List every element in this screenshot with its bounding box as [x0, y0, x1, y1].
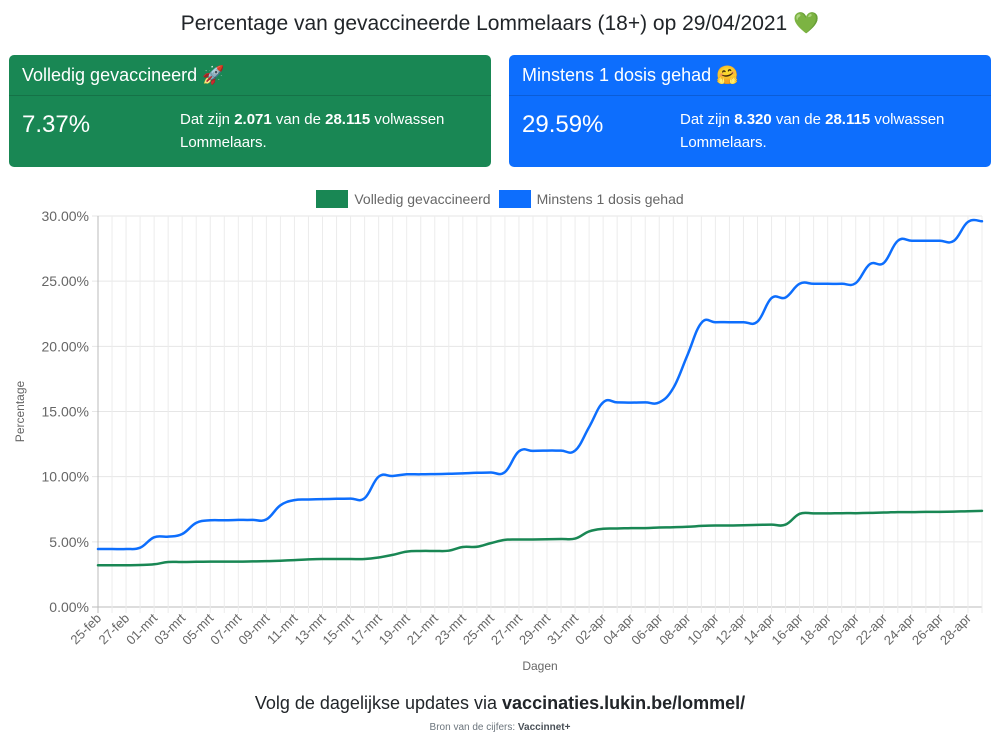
card-body: 7.37% Dat zijn 2.071 van de 28.115 volwa… [9, 96, 491, 167]
card-header-label: Volledig gevaccineerd [22, 64, 198, 85]
x-axis-title: Dagen [522, 659, 557, 673]
card-text-prefix: Dat zijn [180, 111, 235, 128]
first-dose-description: Dat zijn 8.320 van de 28.115 volwassen L… [680, 108, 980, 154]
updates-link[interactable]: vaccinaties.lukin.be/lommel/ [502, 693, 746, 713]
card-body: 29.59% Dat zijn 8.320 van de 28.115 volw… [509, 96, 991, 167]
rocket-icon: 🚀 [202, 64, 225, 85]
green-heart-icon: 💚 [793, 12, 820, 35]
series-line-first-dose [96, 218, 984, 551]
adult-total: 28.115 [825, 111, 871, 128]
source-name: Vaccinnet+ [517, 722, 571, 733]
page-title: Percentage van gevaccineerde Lommelaars … [0, 12, 1000, 36]
x-tick-label: 28-apr [937, 610, 975, 648]
card-header-label: Minstens 1 dosis gehad [522, 64, 712, 85]
legend-label: Volledig gevaccineerd [354, 191, 491, 207]
footer-source: Bron van de cijfers: Vaccinnet+ [0, 722, 1000, 733]
first-dose-percentage: 29.59% [522, 111, 604, 138]
first-dose-count: 8.320 [734, 111, 772, 128]
x-tick-label: 09-mrt [235, 610, 272, 647]
card-text-suffix: volwassen Lommelaars. [680, 111, 945, 151]
page-title-text: Percentage van gevaccineerde Lommelaars … [180, 12, 788, 35]
legend-swatch-green [316, 190, 349, 208]
y-tick-label: 5.00% [49, 534, 89, 550]
card-text-mid: van de [771, 111, 826, 128]
card-header: Volledig gevaccineerd 🚀 [9, 55, 491, 96]
hugging-face-icon: 🤗 [716, 64, 739, 85]
y-tick-label: 0.00% [49, 599, 89, 615]
y-tick-label: 10.00% [42, 469, 89, 485]
card-text-mid: van de [271, 111, 326, 128]
card-first-dose: Minstens 1 dosis gehad 🤗 29.59% Dat zijn… [509, 55, 991, 167]
x-tick-label: 25-feb [67, 611, 104, 648]
y-tick-label: 25.00% [42, 273, 89, 289]
chart-legend: Volledig gevaccineerd Minstens 1 dosis g… [0, 190, 1000, 208]
y-tick-label: 30.00% [42, 208, 89, 224]
y-tick-label: 20.00% [42, 338, 89, 354]
series-line-fully-vaccinated [96, 509, 984, 567]
fully-vaccinated-count: 2.071 [234, 111, 272, 128]
card-text-prefix: Dat zijn [680, 111, 735, 128]
adult-total: 28.115 [325, 111, 371, 128]
legend-item-fully-vaccinated[interactable]: Volledig gevaccineerd [316, 190, 491, 208]
fully-vaccinated-percentage: 7.37% [22, 111, 91, 138]
vaccination-line-chart: 0.00% 5.00% 10.00% 15.00% 20.00% 25.00% 30.00%… [13, 208, 984, 673]
legend-item-first-dose[interactable]: Minstens 1 dosis gehad [498, 190, 684, 208]
footer-updates: Volg de dagelijkse updates via vaccinati… [0, 693, 1000, 714]
fully-vaccinated-description: Dat zijn 2.071 van de 28.115 volwassen L… [180, 108, 480, 154]
legend-label: Minstens 1 dosis gehad [536, 191, 684, 207]
legend-swatch-blue [498, 190, 531, 208]
card-header: Minstens 1 dosis gehad 🤗 [509, 55, 991, 96]
y-axis-title: Percentage [13, 380, 27, 442]
source-label: Bron van de cijfers: [429, 722, 518, 733]
y-tick-label: 15.00% [42, 404, 89, 420]
card-fully-vaccinated: Volledig gevaccineerd 🚀 7.37% Dat zijn 2… [9, 55, 491, 167]
footer-text: Volg de dagelijkse updates via [254, 693, 503, 713]
card-text-suffix: volwassen Lommelaars. [180, 111, 445, 151]
